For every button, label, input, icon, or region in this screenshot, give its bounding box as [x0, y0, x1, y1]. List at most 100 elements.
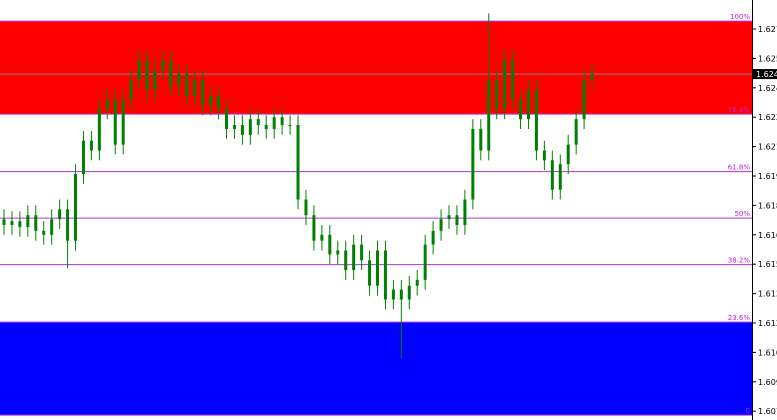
y-tick-label: 1.6180 [758, 201, 777, 210]
candle-body [526, 89, 530, 120]
candles [2, 13, 594, 359]
candle-body [18, 221, 22, 227]
candle-body [519, 99, 523, 120]
candle-body [193, 79, 197, 96]
candle-body [566, 144, 570, 165]
y-tick-label: 1.6270 [758, 25, 777, 34]
y-tick-label: 1.6240 [758, 84, 777, 93]
candle-body [225, 109, 229, 129]
candle-body [558, 164, 562, 190]
candle-body [58, 209, 62, 220]
candle-body [439, 219, 443, 231]
y-tick-label: 1.6150 [758, 260, 777, 269]
fib-label: 23.6% [728, 314, 751, 322]
candle-body [447, 215, 451, 220]
candle-body [574, 119, 578, 145]
candle-body [89, 140, 93, 151]
candle-body [81, 140, 85, 175]
candle-body [463, 199, 467, 225]
candle-body [248, 119, 252, 135]
y-tick-label: 1.6135 [758, 290, 777, 299]
candle-body [328, 234, 332, 255]
y-tick-label: 1.6120 [758, 319, 777, 328]
candle-body [471, 128, 475, 200]
price-axis: 1.6270 1.6255 1.6240 1.6225 1.6210 1.6195 1.61… [752, 0, 777, 420]
candle-body [296, 125, 300, 200]
candle-body [415, 279, 419, 286]
y-tick-label: 1.6210 [758, 143, 777, 152]
fib-label: 50% [734, 210, 750, 218]
candle-body [590, 74, 594, 80]
candle-body [161, 60, 165, 71]
candle-body [304, 199, 308, 216]
candle-body [352, 244, 356, 271]
current-price-badge [753, 69, 777, 80]
fib-levels: 100% 76.4% 61.8% 50% 38.2% 23.6% 0 [0, 13, 752, 416]
candle-body [511, 60, 515, 100]
candle-body [66, 209, 70, 241]
y-tick-label: 1.6105 [758, 348, 777, 357]
fib-label: 0 [746, 407, 750, 415]
candle-body [169, 60, 173, 86]
candle-body [256, 119, 260, 126]
candle-body [129, 79, 133, 100]
candle-body [407, 285, 411, 300]
candle-body [280, 117, 284, 126]
candle-body [177, 74, 181, 86]
candle-body [360, 244, 364, 261]
candle-body [312, 215, 316, 241]
candle-body [336, 250, 340, 255]
candle-body [495, 79, 499, 110]
candle-body [42, 230, 46, 235]
fib-label: 100% [730, 13, 750, 21]
fib-label: 61.8% [728, 164, 751, 172]
candle-body [10, 221, 14, 225]
candle-body [185, 74, 189, 96]
candle-body [264, 125, 268, 129]
candle-body [344, 250, 348, 271]
candle-body [145, 60, 149, 90]
candle-body [534, 89, 538, 151]
upper-zone [0, 21, 752, 115]
candle-body [582, 79, 586, 120]
y-tick-label: 1.6225 [758, 113, 777, 122]
candle-body [113, 99, 117, 145]
candle-body [74, 174, 78, 241]
lower-zone [0, 322, 752, 416]
candle-body [137, 60, 141, 80]
candle-body [34, 215, 38, 231]
candle-body [2, 219, 6, 225]
candle-body [105, 99, 109, 110]
candle-body [121, 99, 125, 145]
y-tick-label: 1.6195 [758, 172, 777, 181]
candle-body [368, 260, 372, 286]
candle-body [455, 215, 459, 225]
fib-label: 38.2% [728, 257, 751, 265]
candle-body [431, 230, 435, 245]
y-tick-label: 1.6090 [758, 378, 777, 387]
candle-body [209, 95, 213, 106]
candle-body [97, 109, 101, 151]
y-tick-label: 1.6075 [758, 407, 777, 416]
candle-body [383, 250, 387, 300]
candle-body [217, 95, 221, 110]
candle-body [50, 219, 54, 235]
candle-body [375, 250, 379, 286]
candle-body [423, 244, 427, 280]
current-price-label: 1.6247 [756, 70, 777, 79]
y-tick-label: 1.6165 [758, 231, 777, 240]
candle-body [272, 117, 276, 129]
candle-body [550, 160, 554, 190]
candle-body [487, 79, 491, 151]
candle-body [479, 128, 483, 151]
candle-body [503, 60, 507, 110]
candle-body [288, 125, 292, 127]
candle-body [240, 125, 244, 135]
candle-body [232, 125, 236, 129]
candle-body [26, 215, 30, 227]
fib-label: 76.4% [728, 106, 751, 114]
candle-body [391, 289, 395, 300]
candle-body [320, 234, 324, 241]
candle-body [399, 289, 403, 300]
